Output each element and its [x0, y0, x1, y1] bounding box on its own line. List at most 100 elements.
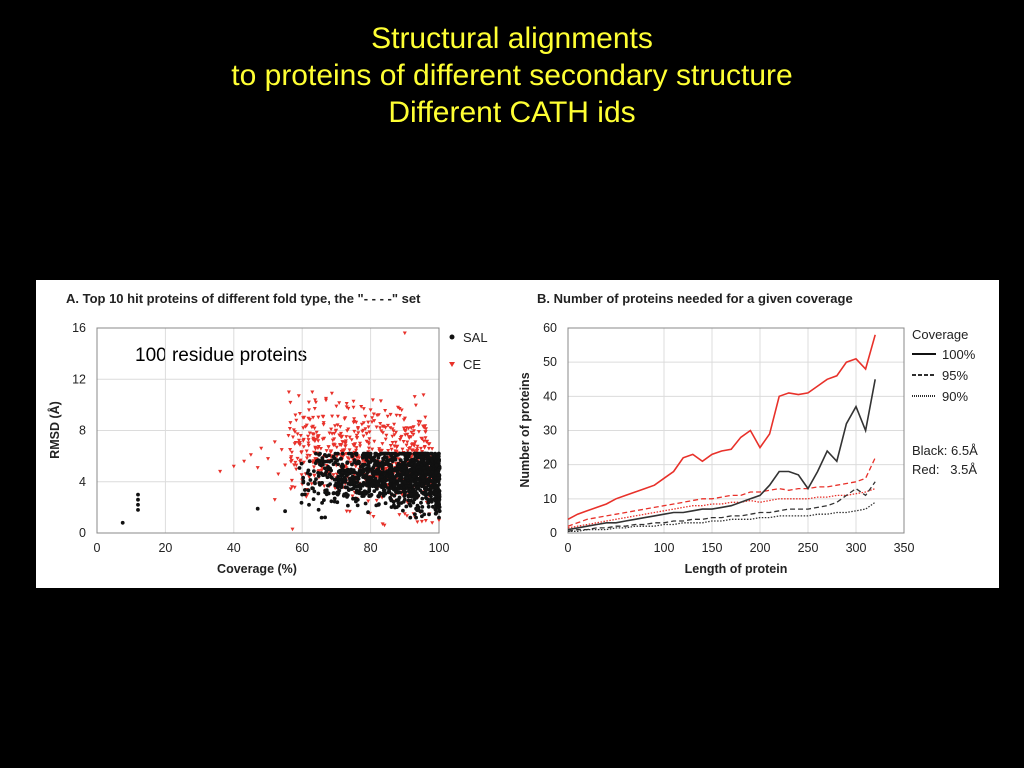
- panel-a-point-sal: [427, 512, 431, 517]
- panel-a-point-ce: [292, 485, 297, 490]
- panel-a-point-sal: [429, 486, 434, 491]
- panel-a-point-sal: [411, 457, 415, 462]
- panel-a-point-ce: [388, 444, 393, 448]
- panel-a-point-sal: [350, 469, 355, 473]
- panel-a-point-ce: [402, 512, 407, 516]
- panel-a-point-sal: [405, 476, 409, 480]
- panel-a-point-sal: [332, 496, 337, 501]
- sal-legend-marker: [449, 334, 455, 340]
- panel-a-point-ce: [366, 499, 371, 504]
- panel-a-point-ce: [306, 441, 311, 446]
- panel-a-point-ce: [411, 443, 416, 447]
- panel-a-point-sal: [382, 462, 386, 467]
- panel-a-point-sal: [136, 502, 140, 507]
- panel-a-point-ce: [426, 446, 431, 451]
- panel-a-point-sal: [339, 477, 343, 481]
- panel-a-point-sal: [414, 515, 418, 520]
- panel-a-point-ce: [322, 484, 327, 488]
- panel-a-point-ce: [401, 440, 406, 444]
- panel-a-point-ce: [313, 437, 318, 442]
- panel-a-point-sal: [388, 482, 392, 486]
- panel-a-point-ce: [298, 434, 303, 438]
- panel-a-point-ce: [361, 407, 366, 411]
- panel-a-point-ce: [359, 405, 364, 409]
- panel-b-series-line-3: [567, 379, 876, 531]
- panel-a-point-sal: [369, 492, 374, 497]
- panel-a-point-sal: [347, 451, 351, 456]
- panel-a-point-sal: [422, 461, 427, 466]
- panel-a-point-ce: [346, 427, 351, 432]
- panel-a-point-ce: [318, 447, 323, 451]
- panel-a-point-ce: [402, 331, 407, 336]
- panel-a-point-sal: [408, 503, 413, 508]
- panel-a-point-sal: [436, 506, 441, 510]
- panel-b-series-line-0: [567, 334, 876, 521]
- panel-a-point-ce: [390, 434, 395, 439]
- panel-a-point-ce: [313, 400, 318, 405]
- panel-a-point-sal: [437, 492, 442, 497]
- panel-a-point-ce: [330, 414, 335, 419]
- panel-a-point-ce: [307, 408, 311, 412]
- panel-a-point-ce: [413, 440, 418, 444]
- panel-b-xtick-label: 0: [565, 541, 572, 555]
- panel-b-frame: [567, 327, 905, 534]
- panel-a-point-sal: [423, 451, 428, 456]
- panel-a-point-sal: [303, 492, 307, 497]
- panel-a-point-ce: [331, 442, 336, 447]
- panel-a-point-ce: [337, 433, 342, 438]
- panel-a-point-ce: [255, 466, 260, 470]
- panel-a-point-sal: [435, 488, 439, 493]
- panel-a-point-sal: [393, 505, 397, 510]
- panel-a-point-sal: [341, 464, 346, 469]
- panel-a-point-ce: [363, 414, 368, 419]
- panel-a-point-sal: [405, 470, 409, 475]
- panel-a-point-sal: [136, 497, 140, 502]
- panel-b-ytick-label: 50: [543, 355, 557, 369]
- panel-a-point-sal: [415, 508, 420, 513]
- panel-a-point-sal: [364, 472, 369, 477]
- panel-a-point-ce: [332, 437, 337, 441]
- panel-a-point-sal: [377, 464, 382, 468]
- panel-a-title: A. Top 10 hit proteins of different fold…: [66, 291, 421, 306]
- panel-a-point-sal: [393, 452, 398, 456]
- panel-a-ylabel: RMSD (Å): [47, 401, 62, 459]
- panel-a-point-ce: [298, 458, 303, 463]
- panel-a-point-ce: [326, 445, 331, 450]
- panel-a-point-ce: [421, 393, 426, 397]
- panel-a-point-sal: [301, 479, 306, 483]
- panel-a-point-sal: [414, 458, 419, 463]
- panel-a-point-ce: [374, 498, 379, 503]
- panel-b-xlabel: Length of protein: [685, 562, 788, 576]
- panel-a-point-ce: [400, 447, 405, 452]
- panel-a-point-sal: [434, 476, 438, 480]
- panel-a-point-ce: [421, 439, 426, 444]
- panel-a-point-sal: [326, 464, 330, 469]
- panel-a-point-sal: [311, 486, 315, 491]
- panel-a-point-sal: [334, 481, 339, 486]
- panel-a-point-ce: [384, 466, 389, 471]
- panel-a-point-sal: [436, 476, 441, 480]
- panel-a-point-sal: [335, 500, 340, 505]
- panel-a-point-sal: [366, 465, 370, 470]
- panel-a-point-ce: [382, 523, 387, 528]
- panel-a-point-sal: [400, 471, 405, 475]
- panel-a-point-ce: [371, 515, 376, 519]
- panel-a-point-ce: [293, 413, 298, 418]
- panel-b-xtick-label: 100: [654, 541, 675, 555]
- panel-a-point-ce: [295, 432, 300, 436]
- panel-a-point-sal: [361, 475, 365, 479]
- panel-a-point-sal: [334, 491, 339, 496]
- panel-a-point-ce: [352, 429, 357, 434]
- panel-a-point-sal: [375, 482, 380, 487]
- panel-b-ytick-label: 60: [543, 321, 557, 335]
- panel-a-point-sal: [409, 469, 414, 473]
- panel-a-point-ce: [404, 443, 409, 448]
- panel-a-point-ce: [423, 436, 428, 440]
- panel-a-point-ce: [416, 430, 421, 434]
- panel-a-point-ce: [312, 450, 316, 455]
- panel-a-point-ce: [399, 408, 404, 413]
- panel-a-point-ce: [385, 423, 390, 428]
- panel-a-ytick-label: 4: [79, 475, 86, 489]
- panel-a-point-ce: [411, 432, 416, 437]
- panel-a-point-sal: [299, 461, 304, 466]
